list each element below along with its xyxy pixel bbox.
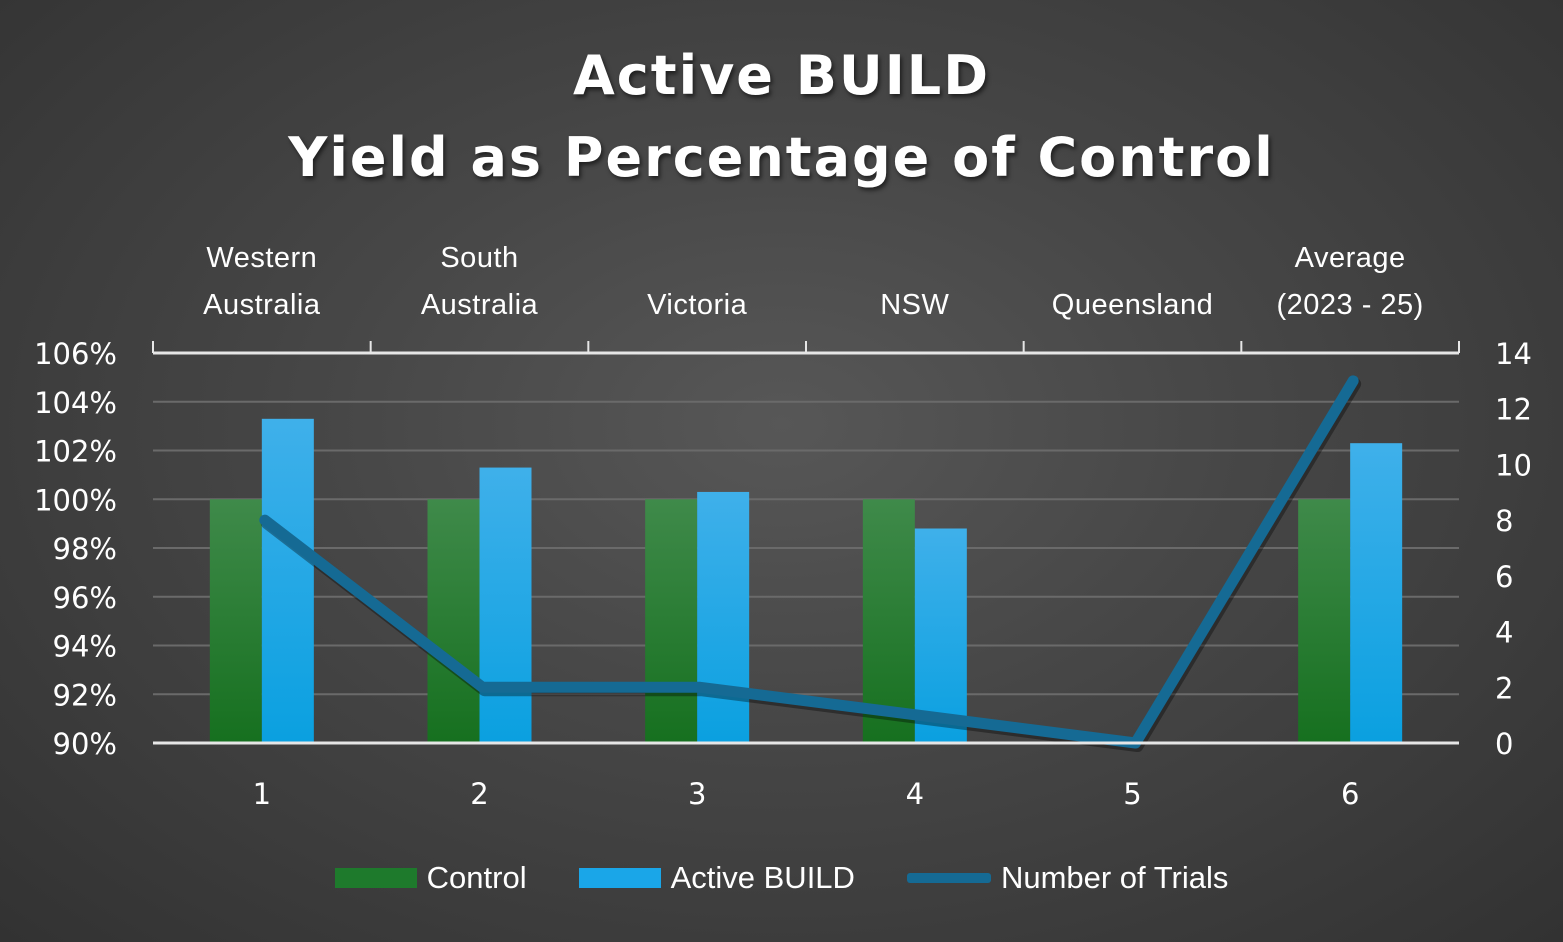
right-axis-tick: 2: [1495, 671, 1513, 705]
left-axis-tick: 96%: [53, 581, 117, 615]
active-build-bar: [914, 528, 967, 743]
number-of-trials-line: [259, 375, 1362, 752]
legend-label: Control: [426, 860, 527, 895]
top-category-label: Australia: [203, 289, 321, 321]
left-axis-tick: 92%: [53, 678, 117, 712]
left-axis-tick: 90%: [53, 727, 117, 761]
chart-title-line-2: Yield as Percentage of Control: [288, 126, 1275, 189]
legend-label: Number of Trials: [1000, 860, 1229, 895]
control-bar: [1298, 499, 1351, 743]
chart-title-line-1: Active BUILD: [572, 44, 991, 107]
legend-item-control: Control: [334, 860, 527, 896]
right-axis-tick: 8: [1495, 504, 1513, 538]
control-bar: [862, 499, 915, 743]
x-axis-tick: 2: [470, 777, 488, 811]
left-axis-tick: 106%: [34, 337, 117, 371]
x-axis-tick: 1: [253, 777, 271, 811]
x-axis-tick: 4: [906, 777, 924, 811]
right-axis-tick: 4: [1495, 616, 1513, 650]
right-axis-tick: 12: [1495, 393, 1532, 427]
active-build-bar: [1350, 443, 1403, 743]
category-bracket-axis: [152, 341, 1460, 355]
control-bar: [427, 499, 480, 743]
left-axis-tick: 102%: [34, 435, 117, 469]
left-axis-tick: 100%: [34, 483, 117, 517]
left-axis-tick: 94%: [53, 630, 117, 664]
active-build-swatch-icon: [578, 868, 661, 888]
top-category-labels: Western Australia South Australia Victoria NS…: [203, 242, 1423, 321]
top-category-label: NSW: [880, 289, 949, 321]
active-build-bar: [479, 467, 532, 743]
x-axis-tick: 5: [1123, 777, 1141, 811]
control-swatch-icon: [334, 868, 417, 888]
top-category-label: Australia: [421, 289, 539, 321]
control-bar: [209, 499, 262, 743]
right-y-axis-ticks: 0 2 4 6 8 10 12 14: [1495, 337, 1532, 761]
left-axis-tick: 104%: [34, 386, 117, 420]
x-axis-tick: 6: [1341, 777, 1359, 811]
top-category-label: Western: [206, 242, 317, 274]
left-axis-tick: 98%: [53, 532, 117, 566]
control-bar: [645, 499, 698, 743]
gridlines: [153, 400, 1459, 696]
x-axis-tick-labels: 1 2 3 4 5 6: [253, 777, 1360, 811]
active-build-bar: [697, 491, 750, 743]
active-build-bar: [261, 418, 314, 743]
top-category-label: Victoria: [647, 289, 748, 321]
left-y-axis-ticks: 90% 92% 94% 96% 98% 100% 102% 104% 106%: [34, 337, 117, 761]
top-category-label: Queensland: [1052, 289, 1213, 321]
right-axis-tick: 14: [1495, 337, 1532, 371]
legend-item-active-build: Active BUILD: [578, 860, 855, 896]
right-axis-tick: 10: [1495, 448, 1532, 482]
right-axis-tick: 6: [1495, 560, 1513, 594]
chart-legend: Control Active BUILD Number of Trials: [0, 860, 1563, 896]
trials-line-swatch-icon: [906, 873, 991, 883]
legend-item-number-of-trials: Number of Trials: [906, 860, 1229, 896]
top-category-label: South: [440, 242, 518, 274]
bar-series: [209, 418, 1403, 743]
legend-label: Active BUILD: [670, 860, 855, 895]
x-axis-tick: 3: [688, 777, 706, 811]
top-category-label: (2023 - 25): [1276, 289, 1423, 321]
top-category-label: Average: [1295, 242, 1406, 274]
right-axis-tick: 0: [1495, 727, 1513, 761]
